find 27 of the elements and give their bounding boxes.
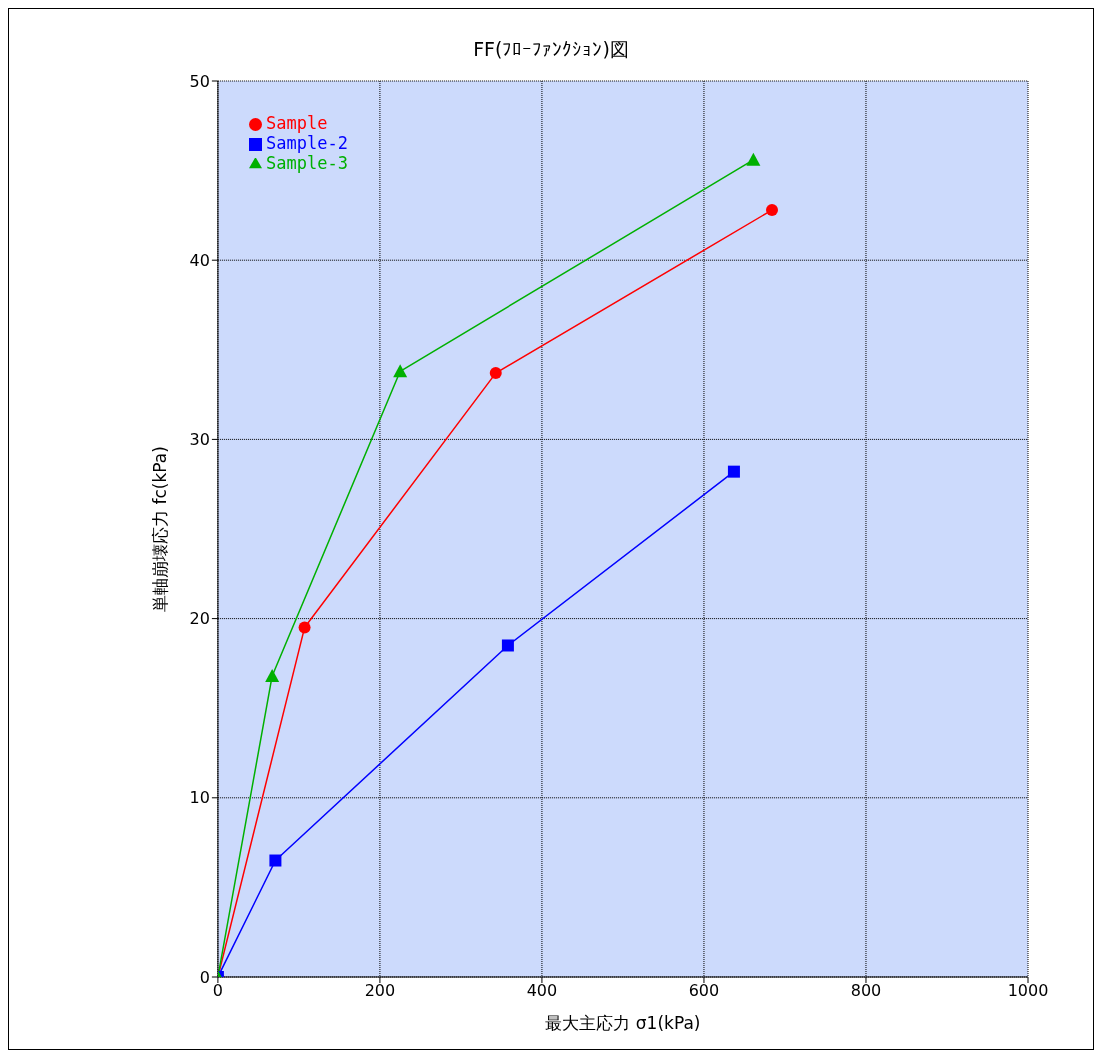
x-tick-label: 200 [364,981,396,1001]
legend-label: Sample [266,113,328,133]
y-tick-label: 50 [189,71,210,91]
y-tick-label: 30 [189,430,210,450]
y-tick-label: 20 [189,609,210,629]
x-tick-label: 1000 [1007,981,1049,1001]
x-tick-label: 600 [688,981,720,1001]
point [489,367,502,380]
chart-title: FF(ﾌﾛｰﾌｧﾝｸｼｮﾝ)図 [472,37,630,60]
x-tick-label: 800 [850,981,882,1001]
y-axis-title: 単軸崩壊応力 fc(kPa) [149,446,170,612]
point [501,639,514,652]
point [766,204,779,217]
point [746,152,761,166]
y-tick-label: 10 [189,788,210,808]
point [727,465,740,478]
x-axis-title: 最大主応力 σ1(kPa) [545,1013,701,1033]
legend-label: Sample-2 [266,133,348,153]
point [298,621,311,634]
legend-label: Sample-3 [266,153,348,173]
x-tick-label: 400 [526,981,558,1001]
point [269,854,282,867]
point [265,668,280,682]
y-tick-label: 40 [189,250,210,270]
x-tick-label: 0 [212,981,223,1001]
point [393,364,408,378]
y-tick-label: 0 [199,967,210,987]
